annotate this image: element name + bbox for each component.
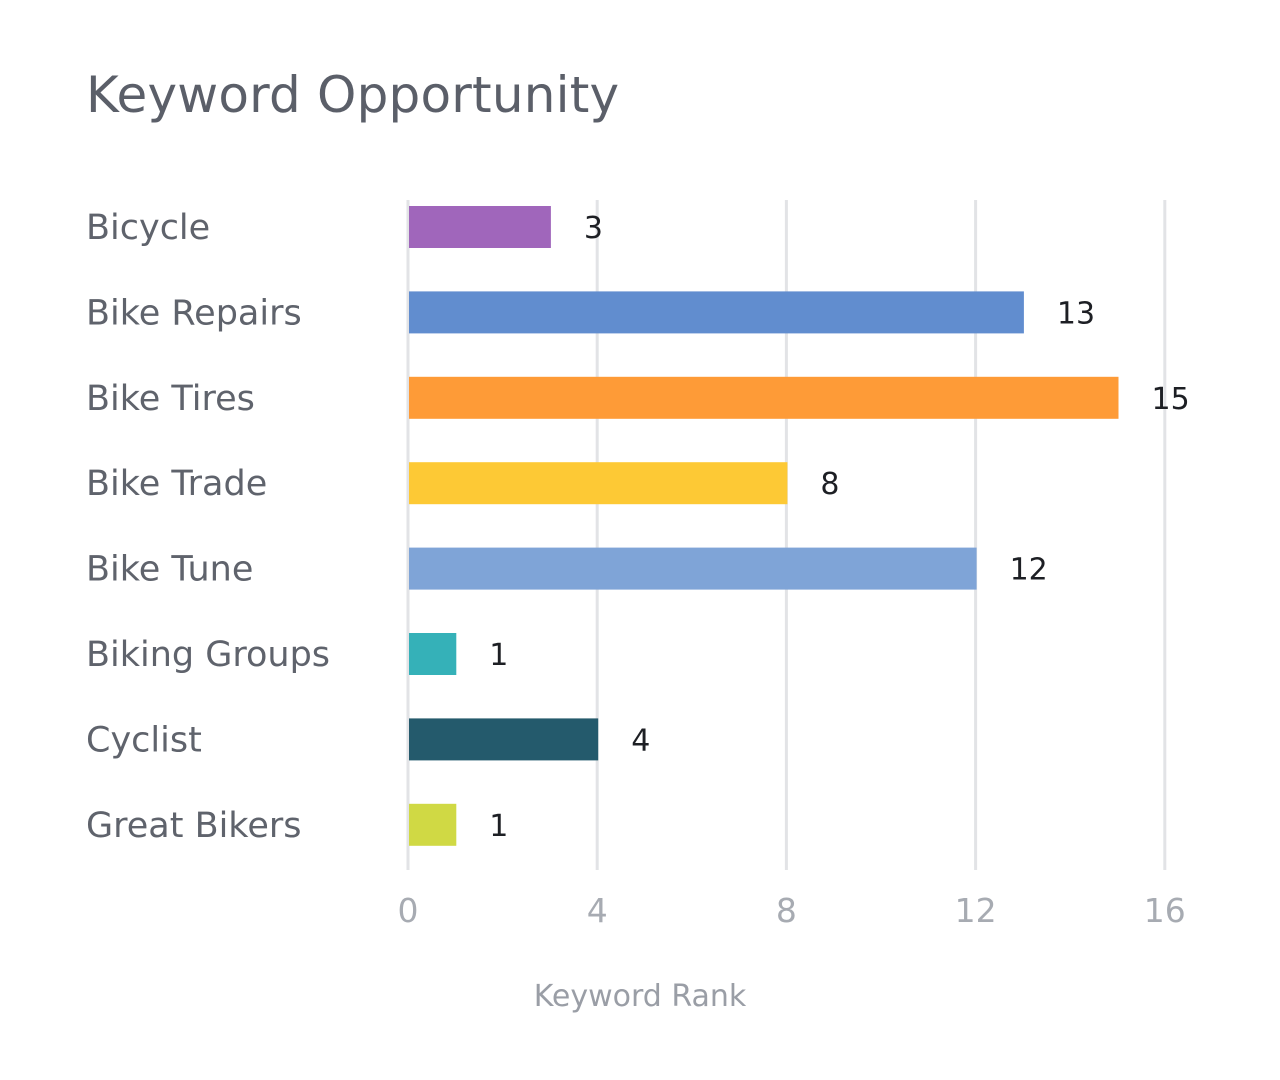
- category-label: Great Bikers: [86, 806, 302, 846]
- bar-cyclist: [409, 718, 599, 761]
- bar-bike-tires: [409, 376, 1119, 419]
- data-label: 1: [489, 809, 508, 844]
- x-tick-label: 4: [587, 891, 608, 930]
- category-label: Biking Groups: [86, 635, 330, 675]
- data-label: 3: [584, 211, 603, 246]
- data-label: 13: [1057, 296, 1095, 331]
- data-label: 15: [1152, 382, 1190, 417]
- x-tick-labels: 0 4 8 12 16: [398, 891, 1186, 930]
- data-label: 8: [820, 467, 839, 502]
- category-label: Bike Tires: [86, 379, 255, 419]
- category-label: Bike Tune: [86, 550, 253, 590]
- x-axis-title: Keyword Rank: [534, 979, 747, 1014]
- bar-bike-tune: [409, 547, 977, 590]
- data-label: 12: [1010, 553, 1048, 588]
- bar-great-bikers: [409, 803, 457, 846]
- bar-biking-groups: [409, 633, 457, 675]
- bars: [409, 206, 1119, 846]
- category-label: Bicycle: [86, 208, 210, 248]
- value-labels: 3 13 15 8 12 1 4 1: [489, 211, 1189, 844]
- bar-bicycle: [409, 206, 551, 248]
- category-labels: Bicycle Bike Repairs Bike Tires Bike Trade B…: [86, 208, 330, 846]
- x-tick-label: 8: [776, 891, 797, 930]
- category-label: Bike Trade: [86, 464, 267, 504]
- category-label: Cyclist: [86, 720, 202, 760]
- x-tick-label: 0: [398, 891, 419, 930]
- data-label: 4: [631, 723, 650, 758]
- category-label: Bike Repairs: [86, 293, 302, 333]
- x-tick-label: 16: [1144, 891, 1186, 930]
- chart-title: Keyword Opportunity: [86, 66, 620, 124]
- x-tick-label: 12: [955, 891, 997, 930]
- data-label: 1: [489, 638, 508, 673]
- bar-bike-trade: [409, 462, 788, 505]
- bar-bike-repairs: [409, 291, 1024, 334]
